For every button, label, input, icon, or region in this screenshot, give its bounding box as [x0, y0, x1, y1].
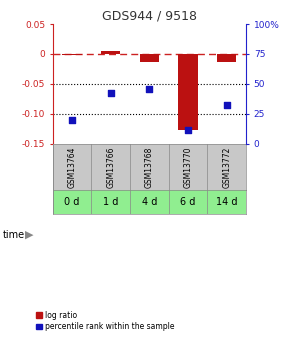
Text: 0 d: 0 d [64, 197, 80, 207]
Text: 4 d: 4 d [142, 197, 157, 207]
Bar [217, 54, 236, 62]
Point [186, 128, 190, 133]
Text: time: time [3, 230, 25, 239]
Point [147, 86, 152, 91]
Bar [178, 54, 198, 130]
Legend: log ratio, percentile rank within the sample: log ratio, percentile rank within the sa… [33, 308, 178, 334]
Title: GDS944 / 9518: GDS944 / 9518 [102, 10, 197, 23]
Text: GSM13768: GSM13768 [145, 146, 154, 188]
Bar [101, 51, 120, 54]
Text: GSM13770: GSM13770 [184, 146, 193, 188]
Text: GSM13772: GSM13772 [222, 146, 231, 188]
Point [108, 91, 113, 96]
Text: GSM13766: GSM13766 [106, 146, 115, 188]
Text: GSM13764: GSM13764 [68, 146, 76, 188]
Text: ▶: ▶ [25, 230, 33, 239]
Text: 14 d: 14 d [216, 197, 238, 207]
Text: 6 d: 6 d [180, 197, 196, 207]
Bar [140, 54, 159, 62]
Text: 1 d: 1 d [103, 197, 118, 207]
Point [70, 117, 74, 122]
Point [224, 102, 229, 108]
Bar [62, 54, 82, 55]
